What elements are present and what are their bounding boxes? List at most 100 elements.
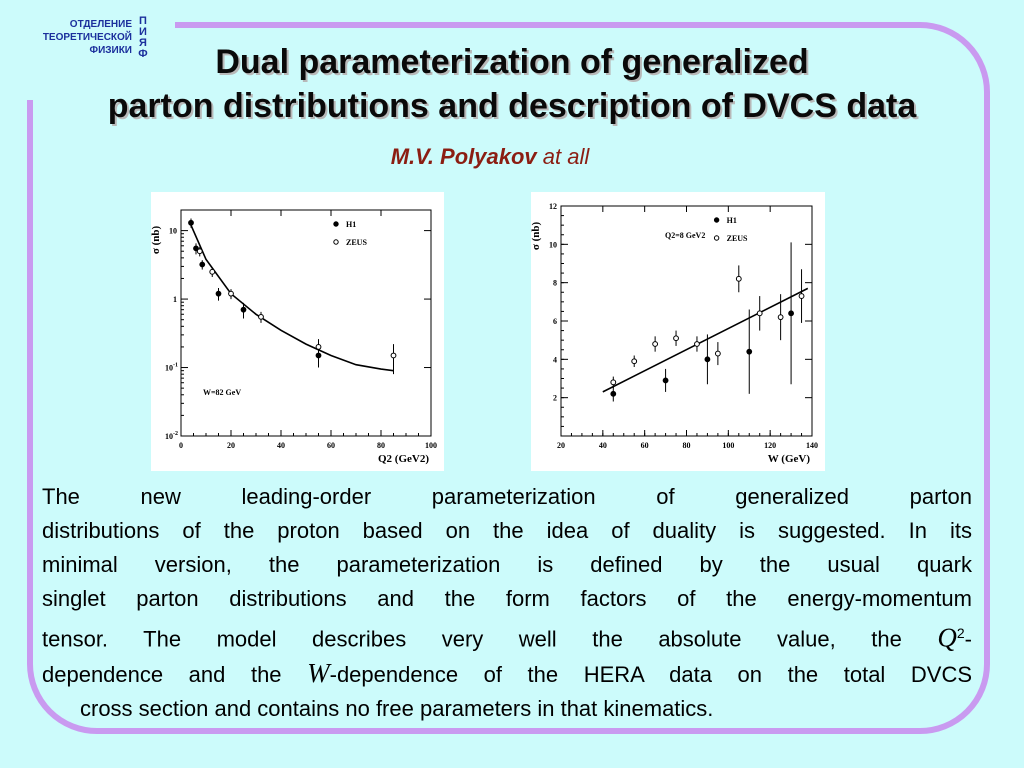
legend-marker-h1 — [333, 221, 339, 227]
dept-line: ОТДЕЛЕНИЕ — [69, 19, 132, 30]
zeus-data-point — [714, 350, 721, 357]
model-curve — [190, 224, 394, 372]
y-tick-label: 4 — [553, 355, 557, 364]
dept-line: ТЕОРЕТИЧЕСКОЙ — [42, 32, 132, 43]
y-tick-label: 10 — [165, 432, 173, 441]
zeus-data-point — [610, 379, 617, 386]
h1-data-point — [704, 356, 711, 363]
y-tick-label: 6 — [553, 317, 557, 326]
dept-line: ФИЗИКИ — [89, 45, 132, 56]
x-tick-label: 20 — [557, 441, 565, 450]
abstract-text-segment: - — [964, 626, 972, 652]
legend-marker-zeus — [713, 235, 720, 241]
h1-data-point — [610, 390, 617, 397]
x-tick-label: 20 — [227, 441, 235, 450]
zeus-data-point — [777, 314, 784, 321]
y-axis-label: σ (nb) — [151, 226, 162, 255]
y-tick-label-exponent: -2 — [173, 431, 178, 437]
h1-data-point — [788, 310, 794, 317]
zeus-data-point — [209, 268, 216, 275]
y-tick-label: 10 — [165, 364, 173, 373]
abstract-line: singlet parton distributions and the for… — [42, 586, 972, 611]
h1-data-point — [215, 290, 222, 297]
header-area — [0, 0, 175, 100]
plot-frame — [180, 209, 432, 437]
zeus-data-point — [673, 335, 679, 342]
zeus-data-point — [196, 248, 203, 255]
x-tick-label: 140 — [806, 441, 818, 450]
x-tick-label: 40 — [599, 441, 607, 450]
abstract-text-segment: dependence and the — [42, 662, 282, 688]
y-axis-label: σ (nb) — [531, 222, 542, 251]
h1-data-point — [240, 306, 247, 313]
logo-letter: Ф — [138, 48, 148, 60]
q-symbol: Q — [937, 622, 957, 653]
abstract-line: distributions of the proton based on the… — [42, 518, 972, 543]
zeus-data-point — [798, 293, 805, 299]
slide-title: Dual parameterization of generalized par… — [0, 40, 1024, 128]
y-tick-label-exponent: -1 — [173, 363, 178, 369]
chart-annotation: Q2=8 GeV2 — [665, 231, 705, 240]
zeus-data-point — [315, 344, 322, 350]
legend-marker-zeus — [333, 239, 339, 245]
x-tick-label: 60 — [327, 441, 335, 450]
abstract-line: The new leading-order parameterization o… — [42, 484, 972, 509]
legend-label: ZEUS — [727, 234, 748, 243]
q-superscript: 2 — [956, 625, 965, 641]
h1-data-point — [188, 219, 194, 226]
chart-annotation: W=82 GeV — [203, 388, 241, 397]
model-curve — [602, 287, 809, 393]
abstract-line: minimal version, the parameterization is… — [42, 552, 972, 577]
plot-frame — [560, 205, 813, 437]
zeus-data-point — [694, 341, 700, 347]
author-name: M.V. Polyakov — [390, 144, 537, 169]
chart-q2-dependence: 0 20 40 60 80 100 10 1 10 -1 10 -2 Q2 (GeV2) σ (nb) H1… — [151, 192, 444, 471]
author-line: M.V. Polyakov at all — [0, 144, 980, 170]
x-tick-label: 60 — [641, 441, 649, 450]
x-tick-label: 120 — [764, 441, 776, 450]
y-tick-label: 8 — [553, 279, 557, 288]
y-tick-label: 2 — [553, 394, 557, 403]
x-tick-label: 100 — [425, 441, 437, 450]
h1-data-point — [662, 377, 669, 384]
department-label: ОТДЕЛЕНИЕ ТЕОРЕТИЧЕСКОЙ ФИЗИКИ — [10, 18, 132, 57]
logo-letter: П — [139, 15, 147, 27]
w-symbol: W — [307, 658, 330, 689]
y-tick-label: 10 — [169, 227, 177, 236]
zeus-data-point — [258, 313, 264, 320]
legend-marker-h1 — [713, 217, 720, 223]
legend-label: ZEUS — [346, 238, 367, 247]
h1-data-point — [746, 348, 753, 355]
y-tick-label: 12 — [549, 202, 557, 211]
x-tick-label: 100 — [722, 441, 734, 450]
h1-data-point — [199, 261, 206, 268]
chart-w-dependence: 20 40 60 80 100 120 140 2 4 6 8 10 12 W (GeV) σ (nb) H1… — [531, 192, 825, 471]
institute-logo: П И Я Ф — [136, 16, 150, 60]
x-tick-label: 80 — [377, 441, 385, 450]
x-tick-label: 40 — [277, 441, 285, 450]
h1-data-point — [193, 245, 199, 252]
zeus-data-point — [631, 358, 638, 365]
abstract-line: dependence and the W-dependence of the H… — [42, 656, 972, 692]
x-tick-label: 80 — [683, 441, 691, 450]
x-axis-label: Q2 (GeV2) — [378, 453, 429, 465]
legend-label: H1 — [727, 216, 737, 225]
author-suffix: at all — [542, 144, 590, 169]
zeus-data-point — [756, 310, 763, 317]
zeus-data-point — [390, 352, 397, 359]
zeus-data-point — [735, 275, 742, 282]
abstract-text-segment: -dependence of the HERA data on the tota… — [329, 662, 972, 688]
chart-w-svg: 20 40 60 80 100 120 140 2 4 6 8 10 12 W (GeV) σ (nb) H1… — [531, 202, 818, 465]
x-tick-label: 0 — [179, 441, 183, 450]
abstract-line: cross section and contains no free param… — [80, 696, 714, 722]
y-tick-label: 10 — [549, 240, 557, 249]
zeus-data-point — [652, 341, 659, 347]
x-axis-label: W (GeV) — [768, 453, 811, 465]
zeus-data-point — [228, 290, 234, 297]
title-line-2: parton distributions and description of … — [107, 87, 917, 125]
title-line-1: Dual parameterization of generalized — [215, 43, 809, 81]
y-tick-label: 1 — [173, 295, 177, 304]
abstract-text-segment: tensor. The model describes very well th… — [42, 626, 902, 652]
logo-letter: Я — [139, 37, 147, 49]
